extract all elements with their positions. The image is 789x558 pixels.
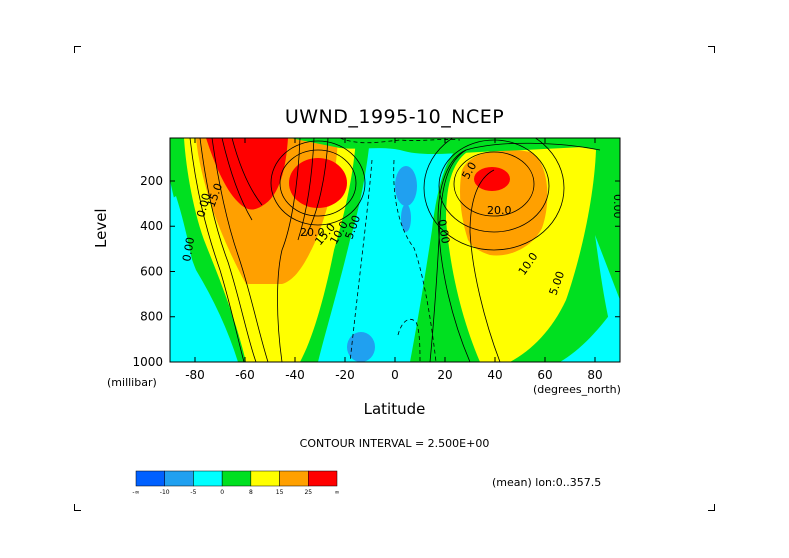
colorbar-swatch [135, 470, 165, 487]
x-tick-label: -20 [335, 368, 355, 382]
colorbar-tick-label: 8 [249, 489, 253, 496]
surface-easterly-pocket [347, 332, 375, 362]
contour-label: 0.00 [435, 218, 452, 244]
x-tick-label: 20 [437, 368, 452, 382]
colorbar-tick-label: -∞ [132, 489, 139, 496]
colorbar-swatch [221, 470, 252, 487]
sh-polar-easterly [170, 196, 210, 362]
y-tick-label: 400 [140, 219, 163, 233]
colorbar-swatch [193, 470, 223, 487]
x-tick-label: 80 [587, 368, 602, 382]
equatorial-easterly-tail [401, 204, 411, 232]
colorbar-tick-label: ∞ [335, 489, 340, 496]
nh-polar-easterly [595, 235, 620, 362]
y-tick-label: 1000 [132, 355, 163, 369]
contour-label: 0.00 [611, 194, 624, 219]
y-tick-label: 600 [140, 264, 163, 278]
colorbar-tick-label: 0 [220, 489, 224, 496]
x-axis-label: Latitude [363, 400, 426, 418]
dashed-contours [339, 138, 461, 362]
colorbar-swatch [164, 470, 194, 487]
chart-title: UWND_1995-10_NCEP [284, 106, 505, 128]
x-axis: -80 -60 -40 -20 0 20 40 60 80 [185, 138, 603, 382]
contour-interval-text: CONTOUR INTERVAL = 2.500E+00 [299, 437, 490, 450]
x-tick-label: 0 [391, 368, 399, 382]
x-tick-label: 40 [487, 368, 502, 382]
crop-mark-top-right [708, 46, 715, 53]
contour-label: 20.0 [487, 204, 512, 217]
equatorial-easterly-pocket [395, 166, 417, 206]
colorbar-tick-label: 15 [276, 489, 284, 496]
y-axis-units: (millibar) [107, 376, 157, 389]
crop-mark-bottom-right [708, 504, 715, 511]
x-tick-label: -80 [185, 368, 205, 382]
colorbar-swatch [308, 470, 338, 487]
colorbar-swatch [279, 470, 309, 487]
mean-note: (mean) lon:0..357.5 [492, 476, 602, 489]
y-tick-label: 800 [140, 310, 163, 324]
x-tick-label: 60 [537, 368, 552, 382]
nh-jet-core [474, 167, 510, 191]
crop-mark-bottom-left [74, 504, 81, 511]
colorbar-tick-label: 25 [304, 489, 312, 496]
crop-mark-top-left [74, 46, 81, 53]
contour-label: 20.0 [300, 226, 325, 239]
sh-subtropical-jet-core [289, 158, 347, 208]
colorbar-tick-label: -10 [160, 489, 170, 496]
colorbar-tick-label: -5 [190, 489, 196, 496]
contour-label: 0.00 [180, 236, 197, 262]
colorbar: -∞ -10 -5 0 8 15 25 ∞ [132, 470, 340, 496]
contour-label: 0.00 [194, 192, 213, 219]
y-tick-label: 200 [140, 174, 163, 188]
y-axis: 200 400 600 800 1000 [132, 174, 620, 369]
colorbar-swatch [250, 470, 280, 487]
x-axis-units: (degrees_north) [533, 383, 621, 396]
upper-level-green [290, 138, 620, 154]
x-tick-label: -60 [235, 368, 255, 382]
solid-contours [189, 138, 601, 362]
x-tick-label: -40 [285, 368, 305, 382]
